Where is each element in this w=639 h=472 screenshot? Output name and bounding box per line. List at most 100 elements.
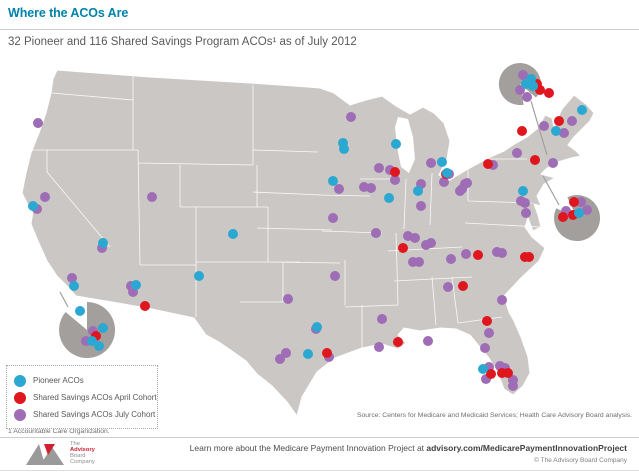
logo-line-company: Company	[70, 459, 95, 465]
aco-dot-pioneer	[98, 238, 108, 248]
learn-more-link[interactable]: advisory.com/MedicarePaymentInnovationPr…	[426, 443, 627, 453]
legend-label-july-cohort: Shared Savings ACOs July Cohort	[33, 410, 156, 419]
aco-dot-july	[576, 197, 586, 207]
aco-dot-july	[480, 343, 490, 353]
source-note: Source: Centers for Medicare and Medicai…	[356, 412, 632, 419]
aco-dot-april	[140, 301, 150, 311]
aco-dot-april	[554, 116, 564, 126]
footer-divider	[0, 437, 639, 438]
map-svg	[21, 63, 601, 418]
aco-dot-july	[426, 158, 436, 168]
aco-dot-july	[377, 314, 387, 324]
aco-dot-pioneer	[94, 341, 104, 351]
aco-dot-july	[567, 116, 577, 126]
aco-dot-pioneer	[194, 271, 204, 281]
aco-dot-april	[486, 369, 496, 379]
aco-dot-july	[439, 177, 449, 187]
aco-dot-pioneer	[391, 139, 401, 149]
aco-dot-pioneer	[98, 323, 108, 333]
aco-dot-april	[390, 167, 400, 177]
aco-dot-july	[508, 381, 518, 391]
legend-swatch-april-cohort	[14, 391, 26, 404]
aco-dot-july	[328, 213, 338, 223]
aco-dot-april	[458, 281, 468, 291]
aco-dot-july	[520, 198, 530, 208]
aco-dot-pioneer	[69, 281, 79, 291]
aco-dot-pioneer	[28, 201, 38, 211]
inset-connector-los-angeles	[59, 291, 69, 308]
metro-inset-boston	[498, 63, 541, 106]
aco-dot-july	[446, 254, 456, 264]
aco-dot-july	[484, 328, 494, 338]
aco-dot-april	[517, 126, 527, 136]
learn-more-text: Learn more about the Medicare Payment In…	[190, 443, 627, 453]
aco-dot-july	[548, 158, 558, 168]
logo-line-advisory: Advisory	[70, 447, 95, 453]
page-title: Where the ACOs Are	[8, 6, 129, 20]
legend-row-april-cohort: Shared Savings ACOs April Cohort	[14, 389, 157, 406]
aco-dot-july	[426, 238, 436, 248]
aco-dot-pioneer	[413, 186, 423, 196]
footnote: 1 Accountable Care Organization.	[8, 428, 110, 435]
aco-dot-april	[483, 159, 493, 169]
aco-dot-pioneer	[303, 349, 313, 359]
aco-dot-july	[522, 92, 532, 102]
aco-dot-pioneer	[339, 144, 349, 154]
aco-dot-april	[544, 88, 554, 98]
legend-swatch-july-cohort	[14, 408, 26, 421]
aco-dot-july	[582, 205, 592, 215]
aco-dot-pioneer	[442, 168, 452, 178]
aco-dot-july	[539, 121, 549, 131]
aco-dot-july	[346, 112, 356, 122]
aco-dot-pioneer	[87, 336, 97, 346]
aco-dot-july	[33, 118, 43, 128]
aco-dot-july	[512, 148, 522, 158]
aco-dot-july	[283, 294, 293, 304]
aco-dot-july	[374, 163, 384, 173]
aco-dot-july	[275, 354, 285, 364]
aco-dot-april	[503, 368, 513, 378]
legend-label-april-cohort: Shared Savings ACOs April Cohort	[33, 393, 157, 402]
aco-dot-july	[414, 257, 424, 267]
page-bottom-border	[0, 470, 639, 471]
aco-dot-pioneer	[228, 229, 238, 239]
aco-dot-pioneer	[131, 280, 141, 290]
inset-connector-boston	[530, 100, 548, 156]
aco-dot-july	[443, 282, 453, 292]
aco-dot-july	[416, 201, 426, 211]
map-legend: Pioneer ACOs Shared Savings ACOs April C…	[6, 365, 158, 429]
aco-dot-july	[497, 295, 507, 305]
aco-dot-pioneer	[75, 306, 85, 316]
page-subtitle: 32 Pioneer and 116 Shared Savings Progra…	[8, 36, 357, 48]
legend-row-pioneer: Pioneer ACOs	[14, 372, 150, 389]
aco-dot-july	[67, 273, 77, 283]
learn-more-prefix: Learn more about the Medicare Payment In…	[189, 443, 427, 453]
aco-dot-july	[330, 271, 340, 281]
us-outline	[21, 69, 595, 418]
aco-dot-pioneer	[528, 81, 538, 91]
inset-connector-new-york	[542, 175, 560, 206]
logo-line-the: The	[70, 441, 80, 447]
aco-dot-april	[482, 316, 492, 326]
aco-dot-july	[521, 208, 531, 218]
aco-dot-july	[374, 342, 384, 352]
aco-dot-april	[398, 243, 408, 253]
aco-dot-july	[40, 192, 50, 202]
aco-dot-april	[530, 155, 540, 165]
aco-dot-pioneer	[577, 105, 587, 115]
legend-label-pioneer: Pioneer ACOs	[33, 376, 84, 385]
advisory-board-logo-text: The Advisory Board Company	[70, 441, 95, 465]
aco-dot-july	[497, 248, 507, 258]
aco-dot-july	[457, 184, 467, 194]
aco-dot-april	[558, 212, 568, 222]
aco-dot-april	[524, 252, 534, 262]
aco-dot-pioneer	[312, 322, 322, 332]
aco-dot-pioneer	[478, 364, 488, 374]
aco-dots-layer	[28, 70, 592, 391]
aco-dot-july	[390, 175, 400, 185]
aco-dot-april	[473, 250, 483, 260]
aco-dot-pioneer	[384, 193, 394, 203]
lake-michigan	[395, 117, 415, 173]
advisory-board-logo: The Advisory Board Company	[24, 441, 95, 467]
